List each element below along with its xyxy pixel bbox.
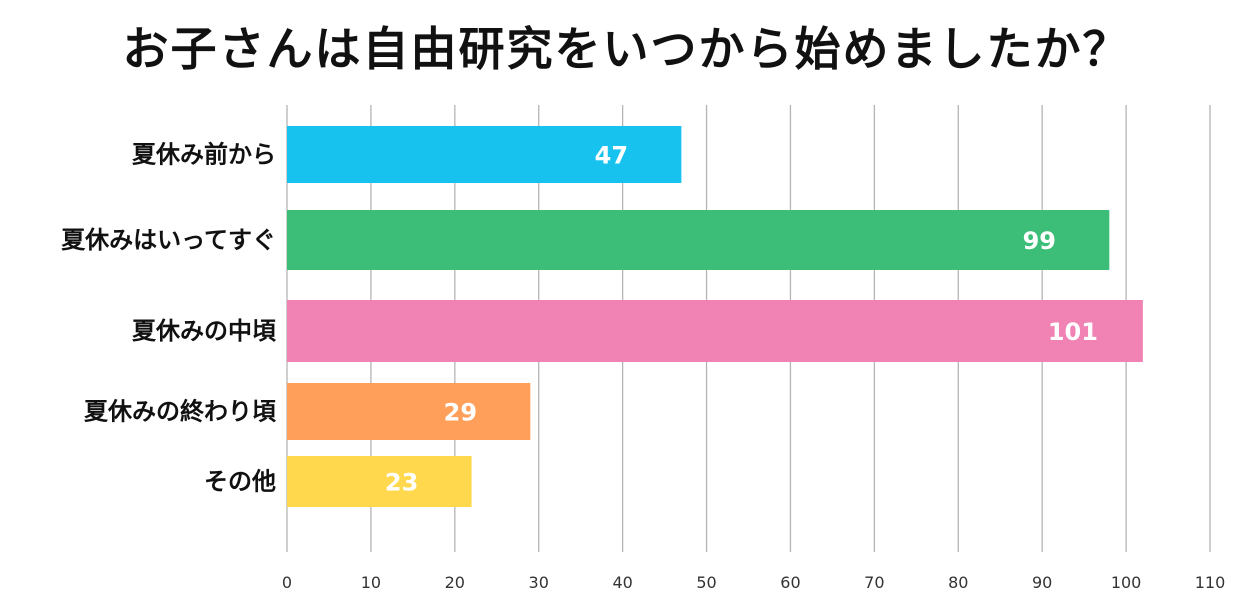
bar [287,456,472,507]
x-tick-label: 90 [1032,573,1052,592]
bar [287,383,531,440]
x-tick-label: 50 [696,573,716,592]
bar [287,300,1143,362]
x-tick-label: 20 [445,573,465,592]
data-label: 101 [1048,318,1098,346]
data-label: 47 [595,142,628,170]
category-label: 夏休みはいってすぐ [61,226,276,254]
category-label: 夏休みの中頃 [132,317,277,345]
bar [287,126,682,183]
data-label: 23 [385,469,418,497]
bar [287,210,1110,270]
x-tick-label: 110 [1195,573,1226,592]
chart-title: お子さんは自由研究をいつから始めましたか？ [122,22,1131,76]
tick-labels: 0 10 20 30 40 50 60 70 80 90 100 110 [282,573,1225,592]
category-label: 夏休みの終わり頃 [84,398,277,426]
bars [287,126,1143,507]
data-label: 29 [444,399,477,427]
x-tick-label: 30 [529,573,549,592]
value-labels: 47 99 101 29 23 [385,142,1098,497]
x-tick-label: 40 [612,573,632,592]
x-tick-label: 0 [282,573,292,592]
x-tick-label: 100 [1111,573,1142,592]
x-tick-label: 10 [361,573,381,592]
x-tick-label: 80 [948,573,968,592]
x-tick-label: 60 [780,573,800,592]
category-label: その他 [204,468,276,496]
x-tick-label: 70 [864,573,884,592]
category-label: 夏休み前から [132,141,276,169]
data-label: 99 [1023,227,1056,255]
